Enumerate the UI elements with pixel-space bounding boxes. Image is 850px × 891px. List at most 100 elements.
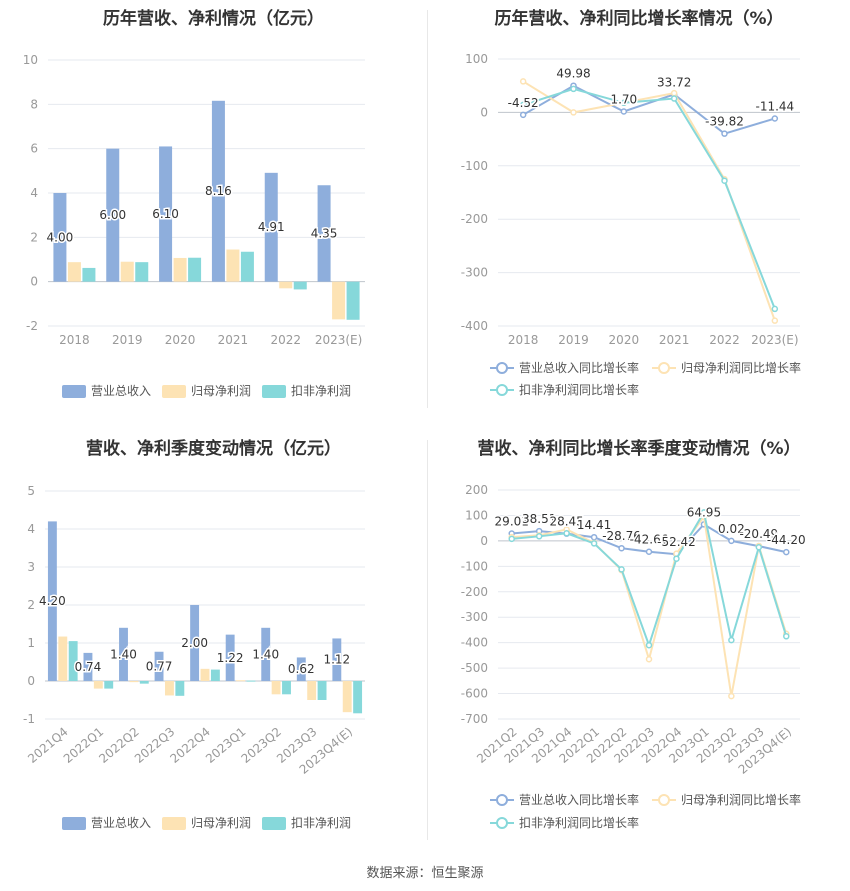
data-label: 4.91 <box>258 220 285 234</box>
data-point <box>700 509 708 516</box>
bar-net-profit <box>93 681 103 689</box>
data-point <box>783 548 790 556</box>
data-point <box>508 535 515 543</box>
annual-amounts-chart: 10 8 6 4 2 0 -2 2018 2019 2020 2021 2022 2023(E) 4.00… <box>23 53 365 398</box>
data-point <box>519 111 527 119</box>
bar-deducted-profit <box>246 680 256 682</box>
y-tick-label: -100 <box>461 159 488 173</box>
data-label: 14.41 <box>577 518 611 532</box>
y-tick-label: -400 <box>461 636 488 650</box>
data-point <box>618 566 625 573</box>
y-tick-label: 100 <box>465 508 488 522</box>
legend-label: 归母净利润同比增长率 <box>681 792 801 807</box>
legend-swatch <box>262 817 286 830</box>
y-tick-label: 6 <box>30 142 38 156</box>
y-tick-label: 2 <box>27 598 35 612</box>
y-tick-label: -300 <box>461 610 488 624</box>
x-tick-label: 2018 <box>508 333 539 347</box>
bar-deducted-profit <box>104 681 114 689</box>
data-point <box>570 109 577 116</box>
data-label: -28.76 <box>602 529 641 543</box>
data-label: 6.10 <box>152 207 179 221</box>
y-tick-label: 0 <box>27 674 35 688</box>
bar-deducted-profit <box>188 257 202 282</box>
bar-deducted-profit <box>82 267 96 282</box>
chart-title: 营收、净利季度变动情况（亿元） <box>86 439 341 459</box>
legend-swatch <box>62 817 86 830</box>
legend-label: 扣非净利润同比增长率 <box>519 382 639 397</box>
quarterly-growth-panel: 营收、净利同比增长率季度变动情况（%） 200 100 0 -100 -200 -300 -… <box>428 426 850 856</box>
data-point <box>721 130 728 137</box>
panel-divider-top <box>427 10 428 408</box>
chart-title: 营收、净利同比增长率季度变动情况（%） <box>477 439 801 459</box>
data-point <box>590 533 598 541</box>
legend-swatch <box>162 817 186 830</box>
legend-swatch <box>62 385 86 398</box>
bar-revenue <box>332 638 342 681</box>
bar-deducted-profit <box>346 281 360 320</box>
x-tick-label: 2020 <box>165 333 196 347</box>
quarterly-amounts-panel: 营收、净利季度变动情况（亿元） 5 4 3 2 1 0 -1 2021Q4 2022Q1 2022… <box>0 426 427 856</box>
bar-revenue <box>264 172 278 282</box>
data-label: 8.16 <box>205 184 232 198</box>
bar-deducted-profit <box>210 669 220 681</box>
bar-revenue <box>83 652 93 681</box>
data-point <box>570 85 577 93</box>
data-label: 1.40 <box>110 647 137 661</box>
legend-label: 归母净利润 <box>191 384 251 398</box>
legend-label: 营业总收入 <box>91 816 151 830</box>
data-point <box>618 544 625 552</box>
annual-growth-panel: 历年营收、净利同比增长率情况（%） 100 0 -100 -200 -300 -400 20… <box>428 0 850 420</box>
legend-label: 归母净利润 <box>191 816 251 830</box>
data-label: 4.35 <box>311 226 338 240</box>
legend-label: 营业总收入同比增长率 <box>519 792 639 807</box>
data-point <box>771 317 779 324</box>
data-label: 1.70 <box>610 92 637 106</box>
bar-revenue <box>119 627 128 681</box>
x-tick-label: 2023(E) <box>751 333 798 347</box>
y-tick-label: -300 <box>461 266 488 280</box>
legend-swatch <box>658 362 670 374</box>
bar-net-profit <box>307 681 317 700</box>
bar-deducted-profit <box>240 251 254 282</box>
data-label: -20.49 <box>739 527 778 541</box>
bar-net-profit <box>129 681 139 683</box>
data-label: 1.22 <box>217 651 244 665</box>
bar-net-profit <box>226 249 240 282</box>
y-tick-label: 10 <box>23 53 38 67</box>
x-tick-label: 2021 <box>659 333 690 347</box>
y-tick-label: -100 <box>461 559 488 573</box>
data-label: 2.00 <box>181 636 208 650</box>
data-label: 0.74 <box>75 660 102 674</box>
bar-deducted-profit <box>317 681 327 700</box>
data-label: 33.72 <box>657 75 691 89</box>
y-tick-label: -700 <box>461 712 488 726</box>
data-point <box>670 89 678 97</box>
bar-deducted-profit <box>135 262 149 282</box>
legend-swatch <box>658 794 670 806</box>
data-label: 1.40 <box>252 647 279 661</box>
x-tick-label: 2020 <box>609 333 640 347</box>
bar-net-profit <box>279 281 293 289</box>
y-tick-label: 100 <box>465 52 488 66</box>
data-point <box>728 636 735 644</box>
legend-swatch <box>496 384 508 396</box>
y-tick-label: 3 <box>27 560 35 574</box>
data-point <box>620 108 628 115</box>
legend-label: 营业总收入同比增长率 <box>519 360 639 375</box>
data-point <box>620 99 628 107</box>
panel-divider-bottom <box>427 440 428 840</box>
legend-swatch <box>496 817 508 829</box>
legend-label: 扣非净利润同比增长率 <box>519 815 639 830</box>
y-tick-label: -600 <box>461 687 488 701</box>
data-point <box>645 655 653 663</box>
data-point <box>519 101 527 109</box>
y-tick-label: 4 <box>30 186 38 200</box>
bar-net-profit <box>67 262 81 282</box>
chart-title: 历年营收、净利情况（亿元） <box>103 9 324 29</box>
bar-net-profit <box>58 636 68 681</box>
data-label: 6.00 <box>99 208 126 222</box>
bar-net-profit <box>165 681 174 696</box>
legend-swatch <box>162 385 186 398</box>
legend-label: 归母净利润同比增长率 <box>681 360 801 375</box>
